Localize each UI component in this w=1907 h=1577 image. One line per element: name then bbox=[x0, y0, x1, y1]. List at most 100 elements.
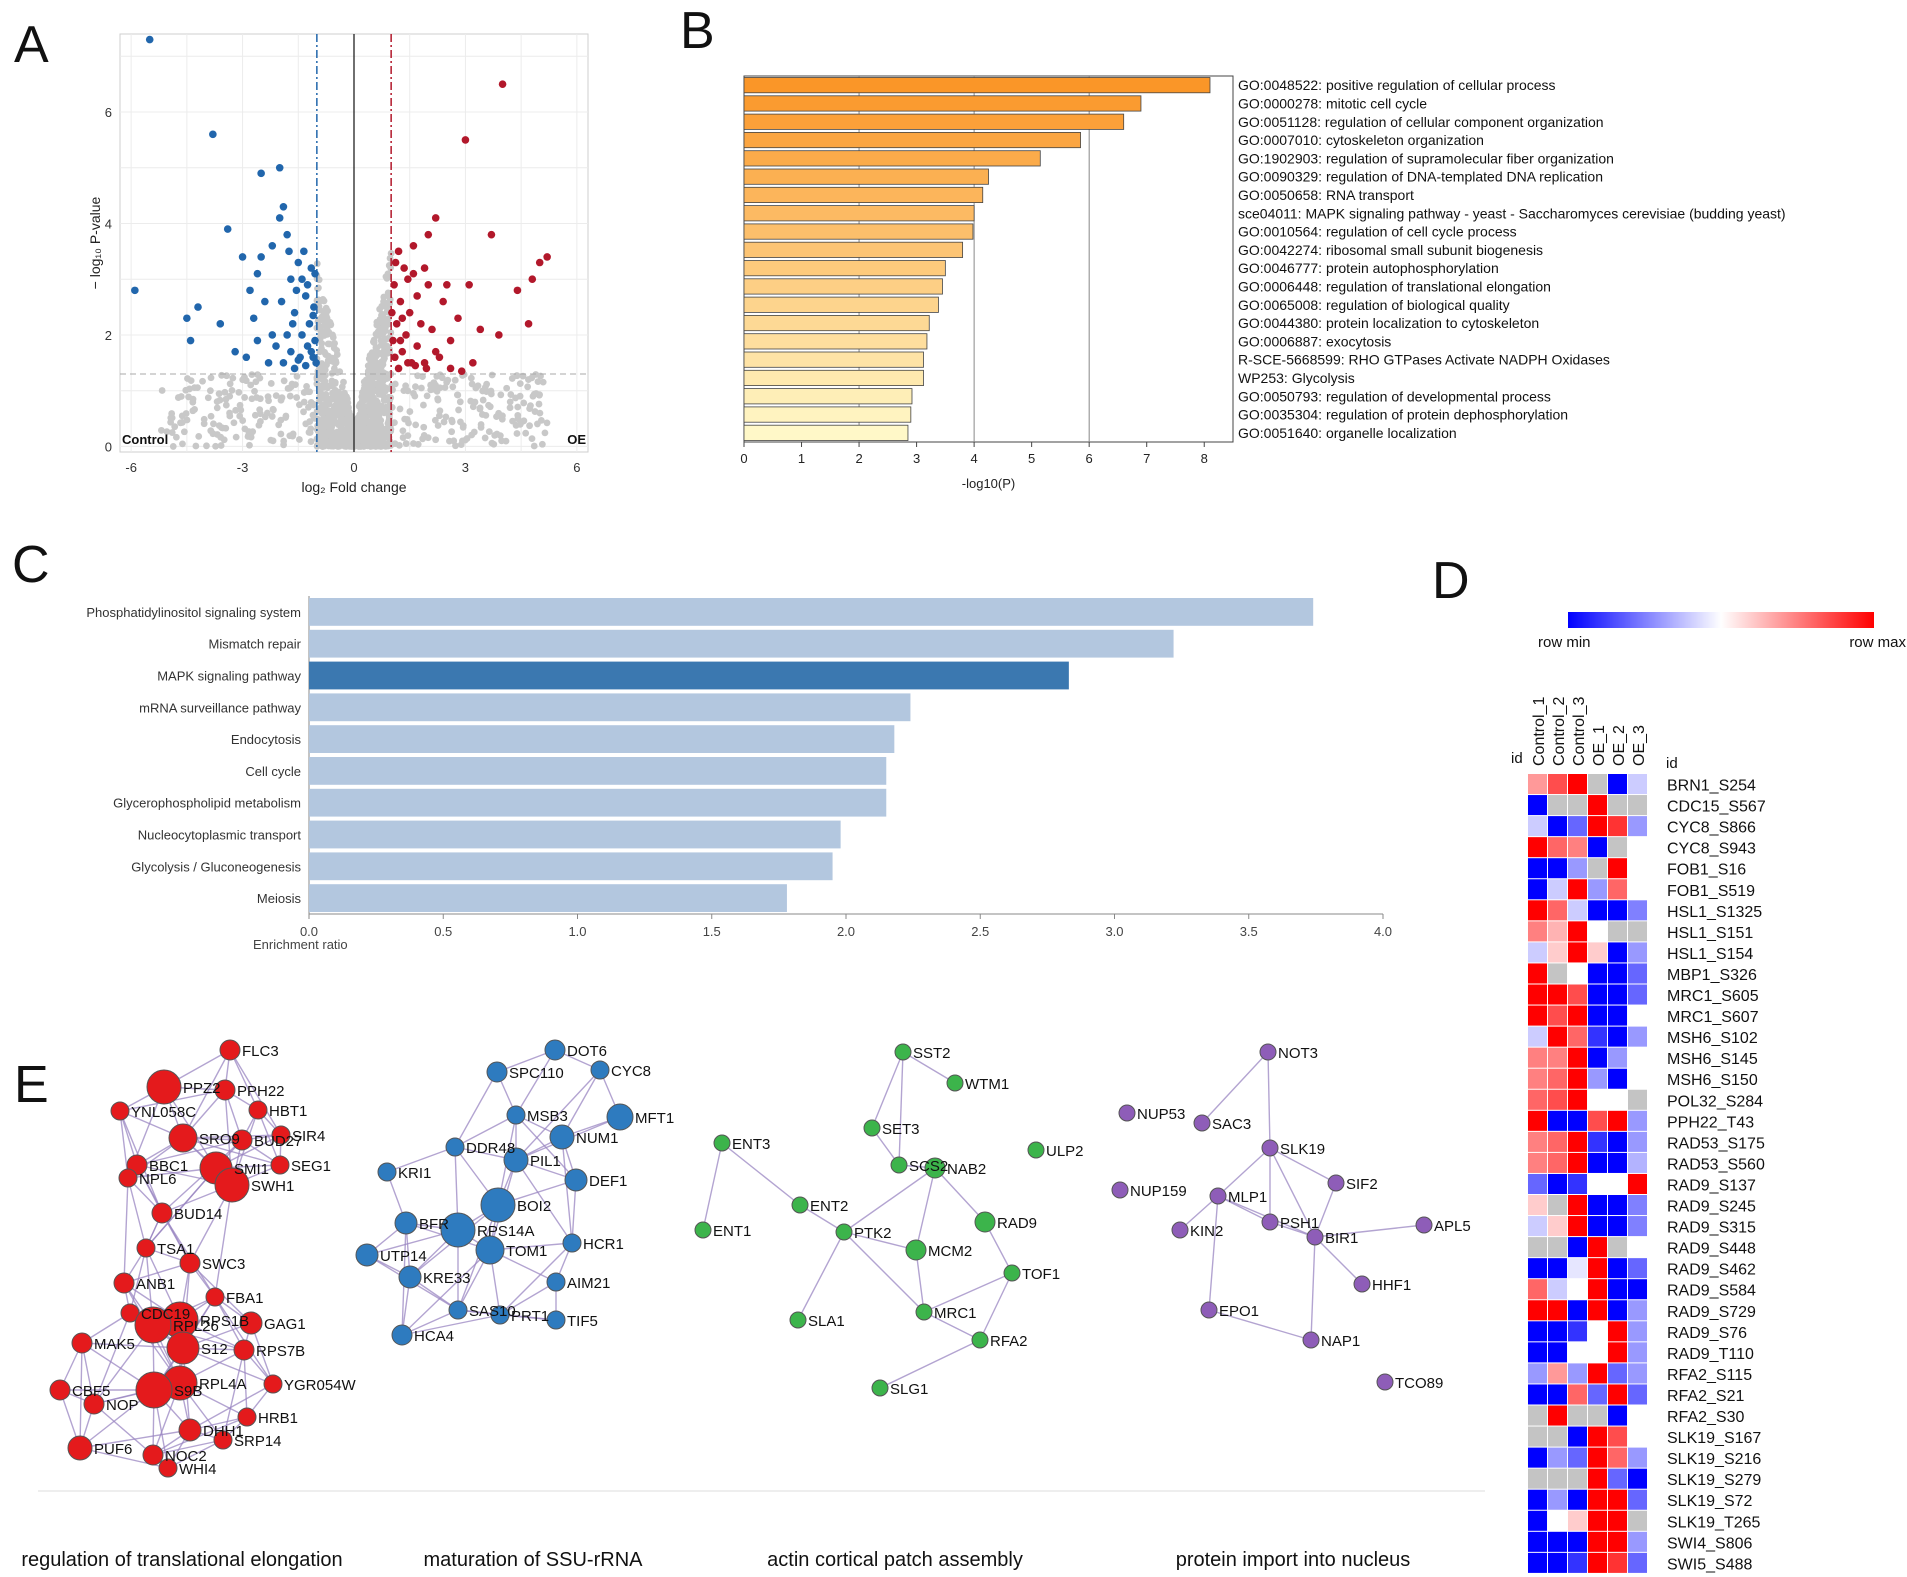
heatmap-cell bbox=[1628, 1552, 1647, 1573]
row-label: RAD9_S76 bbox=[1667, 1325, 1747, 1342]
ns-point bbox=[476, 404, 484, 412]
up-point bbox=[417, 320, 425, 328]
heatmap-cell bbox=[1548, 1342, 1567, 1363]
down-point bbox=[287, 347, 295, 356]
up-point bbox=[400, 264, 408, 272]
heatmap-cell bbox=[1568, 1363, 1587, 1384]
ns-point bbox=[482, 411, 490, 419]
ns-point bbox=[365, 402, 372, 410]
ns-point bbox=[401, 415, 409, 423]
bar bbox=[743, 223, 974, 240]
network-node bbox=[83, 1393, 105, 1415]
heatmap-cell bbox=[1628, 1300, 1647, 1321]
up-point bbox=[394, 364, 403, 373]
ns-point bbox=[391, 419, 398, 427]
down-point bbox=[257, 169, 265, 178]
heatmap-cell bbox=[1548, 1110, 1567, 1131]
ns-point bbox=[461, 436, 469, 444]
category-label: GO:0048522: positive regulation of cellu… bbox=[1238, 77, 1556, 93]
heatmap-cell bbox=[1568, 984, 1587, 1005]
heatmap-cell bbox=[1568, 1152, 1587, 1173]
ns-point bbox=[318, 345, 325, 352]
node-label: NUP53 bbox=[1137, 1106, 1185, 1123]
heatmap-cell bbox=[1588, 1005, 1607, 1026]
x-tick-label: 2.0 bbox=[837, 924, 855, 939]
heatmap-cell bbox=[1568, 942, 1587, 963]
ns-point bbox=[248, 395, 256, 403]
heatmap-cell bbox=[1608, 1237, 1627, 1258]
ns-point bbox=[536, 409, 544, 417]
ns-point bbox=[209, 430, 217, 438]
network-node bbox=[233, 1339, 255, 1361]
down-point bbox=[268, 331, 277, 339]
network-node bbox=[1200, 1301, 1218, 1319]
ns-point bbox=[269, 405, 277, 413]
ns-point bbox=[282, 414, 290, 421]
column-label: OE_3 bbox=[1631, 725, 1648, 766]
bar bbox=[743, 406, 912, 423]
network-edge bbox=[243, 1349, 248, 1418]
heatmap-cell bbox=[1608, 984, 1627, 1005]
heatmap-cell bbox=[1528, 774, 1547, 795]
node-label: ULP2 bbox=[1046, 1143, 1084, 1160]
ns-point bbox=[172, 433, 180, 441]
ns-point bbox=[313, 380, 321, 388]
ns-point bbox=[436, 384, 444, 392]
ns-point bbox=[182, 410, 190, 417]
ns-point bbox=[332, 404, 340, 412]
down-point bbox=[287, 275, 295, 284]
category-label: GO:0051640: organelle localization bbox=[1238, 425, 1457, 441]
heatmap-cell bbox=[1628, 837, 1647, 858]
heatmap-cell bbox=[1568, 900, 1587, 921]
category-label: GO:0050793: regulation of developmental … bbox=[1238, 388, 1551, 404]
network-node bbox=[546, 1310, 566, 1330]
ns-point bbox=[364, 390, 371, 398]
heatmap-cell bbox=[1568, 1342, 1587, 1363]
ns-point bbox=[499, 412, 506, 420]
network-node bbox=[546, 1272, 566, 1292]
up-point bbox=[392, 320, 401, 328]
network-node bbox=[544, 1039, 566, 1061]
ns-point bbox=[285, 384, 293, 392]
ns-point bbox=[448, 416, 456, 424]
heatmap-cell bbox=[1528, 1216, 1547, 1237]
ns-point bbox=[436, 407, 444, 415]
heatmap-cell bbox=[1548, 1426, 1567, 1447]
row-label: CDC15_S567 bbox=[1667, 799, 1766, 816]
network-node bbox=[1118, 1104, 1136, 1122]
heatmap-cell bbox=[1528, 1300, 1547, 1321]
heatmap-cell bbox=[1628, 795, 1647, 816]
bar bbox=[309, 598, 1314, 626]
network-node bbox=[271, 1125, 291, 1145]
heatmap-cell bbox=[1628, 1173, 1647, 1194]
heatmap-cell bbox=[1548, 1447, 1567, 1468]
network-edge bbox=[386, 1146, 456, 1173]
ns-point bbox=[358, 432, 366, 440]
ns-point bbox=[361, 408, 369, 416]
heatmap-cell bbox=[1528, 879, 1547, 900]
network-edge bbox=[1269, 1147, 1337, 1184]
node-label: YGR054W bbox=[284, 1377, 357, 1394]
heatmap-cell bbox=[1528, 1195, 1547, 1216]
heatmap-cell bbox=[1628, 1489, 1647, 1510]
node-label: NOC2 bbox=[165, 1448, 207, 1465]
ns-point bbox=[326, 318, 334, 326]
ns-point bbox=[469, 403, 477, 411]
node-label: BOI2 bbox=[517, 1198, 551, 1215]
ns-point bbox=[317, 435, 324, 442]
ns-point bbox=[293, 394, 301, 401]
heatmap-cell bbox=[1608, 1384, 1627, 1405]
up-point bbox=[411, 361, 420, 370]
ns-point bbox=[526, 422, 533, 430]
node-label: MSB3 bbox=[527, 1108, 568, 1125]
up-point bbox=[422, 364, 431, 373]
ns-point bbox=[485, 428, 493, 436]
ns-point bbox=[248, 371, 256, 378]
category-label: GO:0006887: exocytosis bbox=[1238, 333, 1391, 349]
down-point bbox=[238, 253, 247, 261]
ns-point bbox=[379, 428, 387, 436]
network-edge bbox=[879, 1339, 981, 1389]
ns-point bbox=[535, 400, 543, 408]
network-node bbox=[549, 1124, 575, 1150]
x-tick-label: -6 bbox=[125, 460, 137, 475]
